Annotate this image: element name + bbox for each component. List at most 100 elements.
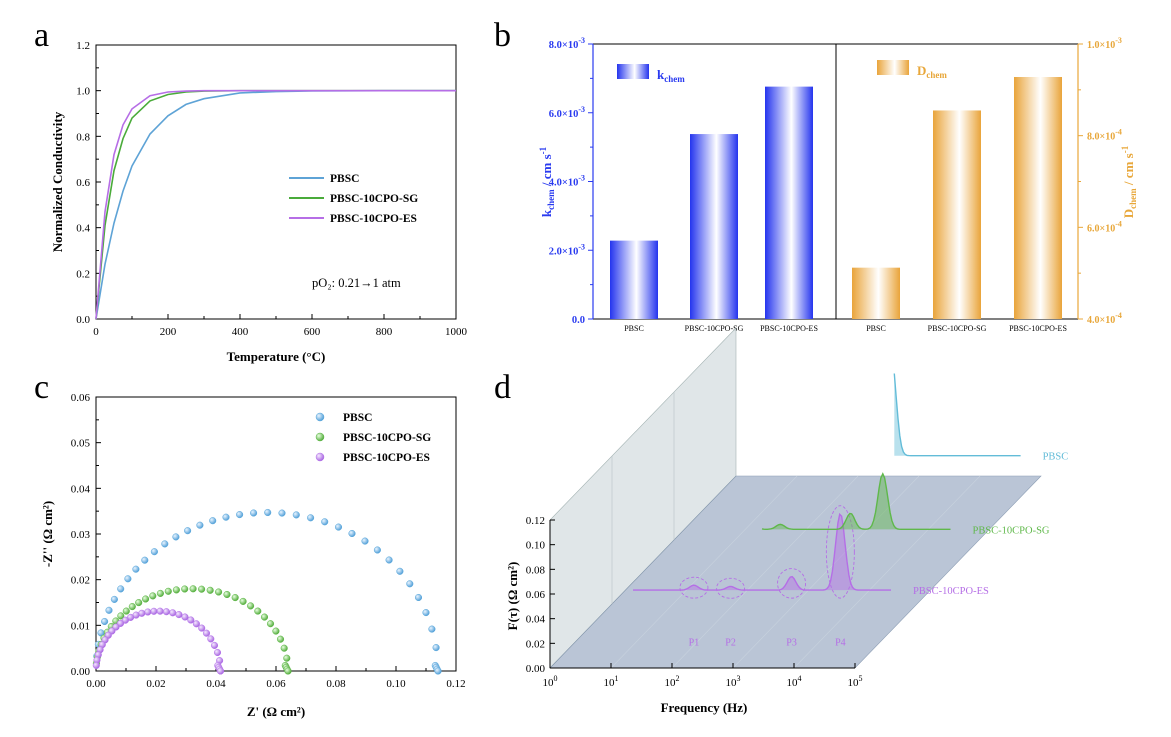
panel-d-axes: 0.00 0.02 0.04 0.06 0.08 0.10 0.12 100 101 102 103… [526,515,863,689]
panel-a-annotation: pO₂: 0.21→1 atm [312,276,401,290]
point-PBSC-10CPO-SG [284,667,292,675]
panel-a-lines [95,89,456,320]
y-tick-label: 0.6 [76,177,90,189]
panel-a-frame [95,44,457,320]
point-PBSC [250,509,258,517]
point-PBSC [101,617,109,626]
panel-c-xlabel: Z' (Ω cm²) [247,704,305,719]
point-PBSC-10CPO-ES [175,611,183,619]
point-PBSC [264,508,272,517]
point-PBSC-10CPO-SG [231,594,239,602]
left-y-tick-label: 8.0×10-3 [549,36,585,51]
series-label-PBSC: PBSC [1043,452,1069,463]
x-tick-label: 0.02 [146,678,165,690]
series-fill-PBSC-10CPO-ES [633,514,891,591]
peak-label-P2: P2 [725,638,736,649]
panel-b-legend-swatch-k [617,64,649,79]
point-PBSC [117,585,125,593]
point-PBSC-10CPO-ES [210,641,219,649]
x-tick-label: 0.06 [266,678,286,690]
point-PBSC-10CPO-SG [128,603,136,611]
point-PBSC-10CPO-SG [117,612,125,620]
point-PBSC-10CPO-SG [135,599,143,607]
panel-b-legend-d: Dchem [917,63,947,80]
point-PBSC-10CPO-SG [198,585,206,593]
bar-d-PBSC-10CPO-SG [933,110,981,319]
panel-c-legend: PBSC PBSC-10CPO-SG PBSC-10CPO-ES [315,412,431,464]
point-PBSC [385,556,393,564]
point-PBSC [172,533,180,541]
legend-marker-PBSC-10CPO-SG [315,432,325,442]
point-PBSC [307,514,315,522]
point-PBSC-10CPO-SG [181,585,189,593]
panel-b-legend-k: kchem [657,67,685,84]
panel-b-legend-swatch-d [877,60,909,75]
point-PBSC [105,606,113,614]
legend-label-PBSC: PBSC [343,412,372,424]
panel-a-legend: PBSC PBSC-10CPO-SG PBSC-10CPO-ES [289,173,418,225]
panel-d-xlabel: Frequency (Hz) [661,700,748,715]
point-PBSC [422,609,430,617]
point-PBSC [184,527,192,535]
point-PBSC-10CPO-SG [223,590,231,599]
bar-category-label: PBSC-10CPO-ES [760,324,818,333]
y-tick-label: 0.08 [526,564,546,576]
peak-marker [679,576,709,599]
legend-label-PBSC: PBSC [330,173,359,185]
x-tick-label: 400 [232,326,249,338]
x-tick-label: 600 [304,326,321,338]
point-PBSC [209,517,217,525]
series-line-PBSC-10CPO-ES [633,512,891,591]
x-tick-label: 0.04 [206,678,226,690]
peak-label-P4: P4 [835,638,846,649]
point-PBSC-10CPO-SG [280,644,288,652]
y-tick-label: 0.8 [76,131,90,143]
point-PBSC-10CPO-SG [164,587,172,595]
y-tick-label: 0.04 [71,483,91,495]
x-tick-label: 1000 [445,326,468,338]
x-tick-label: 105 [848,674,863,689]
right-y-tick-label: 4.0×10-4 [1087,311,1122,326]
y-tick-label: 0.00 [71,666,91,678]
point-PBSC-10CPO-ES [187,616,195,624]
point-PBSC-10CPO-ES [198,624,206,632]
point-PBSC-10CPO-SG [189,585,197,593]
left-y-tick-label: 0.0 [572,315,585,326]
point-PBSC-10CPO-ES [144,608,152,616]
legend-label-PBSC-10CPO-SG: PBSC-10CPO-SG [330,193,418,205]
point-PBSC [428,625,436,633]
left-y-tick-label: 6.0×10-3 [549,105,585,120]
y-tick-label: 0.02 [526,638,545,650]
point-PBSC-10CPO-SG [266,620,275,628]
point-PBSC [110,595,118,603]
point-PBSC [406,580,414,588]
panel-d-ylabel: F(τ) (Ω cm²) [505,562,520,631]
panel-d-walls [549,327,1042,669]
panel-c-points [92,508,442,675]
peak-marker [777,568,806,599]
y-tick-label: 0.04 [526,614,546,626]
point-PBSC-10CPO-SG [272,627,280,635]
x-tick-label: 100 [543,674,558,689]
point-PBSC-10CPO-ES [121,616,129,624]
y-tick-label: 0.00 [526,663,546,675]
x-tick-label: 103 [726,674,741,689]
point-PBSC-10CPO-SG [206,586,214,594]
panel-a-ylabel: Normalized Conductivity [50,111,65,252]
bar-category-label: PBSC [866,324,886,333]
point-PBSC [373,546,381,554]
x-tick-label: 104 [787,674,802,689]
legend-label-PBSC-10CPO-ES: PBSC-10CPO-ES [343,452,430,464]
point-PBSC-10CPO-SG [239,597,247,605]
y-tick-label: 1.2 [76,40,90,52]
point-PBSC-10CPO-SG [156,589,164,597]
point-PBSC [124,575,132,583]
x-tick-label: 102 [665,674,680,689]
point-PBSC-10CPO-ES [150,607,158,615]
x-tick-label: 0.00 [86,678,106,690]
bar-d-PBSC-10CPO-ES [1014,77,1062,319]
panel-a-chart: 0 200 400 600 800 1000 0.0 0.2 0.4 0.6 0.8 1.0 1.2 T… [50,40,468,364]
point-PBSC-10CPO-SG [260,613,269,621]
panel-label-d: d [494,369,511,406]
series-line-PBSC-10CPO-SG [761,472,951,530]
